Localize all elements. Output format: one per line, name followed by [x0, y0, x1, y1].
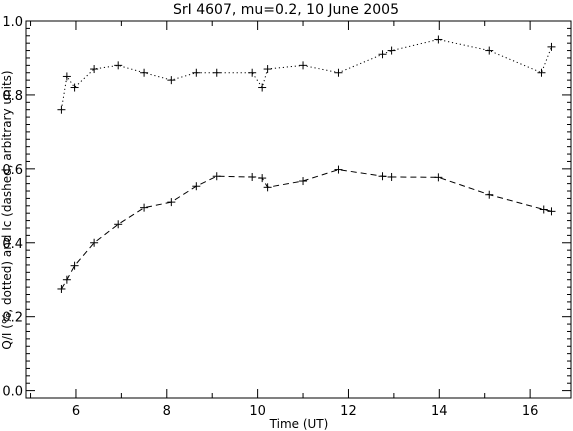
data-point-dotted	[114, 61, 123, 70]
chart-title: SrI 4607, mu=0.2, 10 June 2005	[173, 2, 399, 18]
data-point-dotted	[485, 46, 494, 55]
data-point-dashed	[258, 174, 267, 183]
x-axis: 6 8 10 12 14 16	[30, 21, 539, 419]
y-axis-title: Q/I (%, dotted) and Ic (dashed, arbitrar…	[0, 70, 14, 349]
x-tick-label: 12	[340, 404, 357, 419]
data-point-dotted	[387, 46, 396, 55]
data-point-dotted	[378, 50, 387, 59]
data-point-dotted	[140, 68, 149, 77]
data-point-dashed	[90, 238, 99, 247]
y-tick-label: 1.0	[2, 15, 23, 30]
y-tick-label: 0.0	[2, 385, 23, 400]
data-point-dashed	[70, 261, 79, 270]
x-tick-label: 6	[72, 404, 80, 419]
y-axis: 0.0 0.2 0.4 0.6 0.8 1.0	[2, 15, 571, 400]
plot-frame	[25, 20, 572, 399]
data-point-dotted	[537, 68, 546, 77]
data-point-dotted	[90, 65, 99, 74]
data-point-dotted	[248, 68, 257, 77]
data-point-dashed	[434, 173, 443, 182]
data-point-dashed	[248, 172, 257, 181]
data-point-dashed	[334, 165, 343, 174]
data-point-dashed	[539, 205, 548, 214]
data-point-dashed	[263, 183, 272, 192]
y-tick-label: 0.8	[2, 89, 23, 104]
data-point-dashed	[485, 190, 494, 199]
data-point-dashed	[114, 220, 123, 229]
data-point-dashed	[192, 182, 201, 191]
x-axis-title: Time (UT)	[269, 417, 329, 431]
data-point-dotted	[212, 68, 221, 77]
y-tick-label: 0.2	[2, 311, 23, 326]
series-line-dashed	[60, 169, 552, 290]
data-point-dashed	[378, 172, 387, 181]
data-point-dotted	[334, 68, 343, 77]
data-point-dashed	[212, 172, 221, 181]
data-point-dashed	[387, 172, 396, 181]
data-point-dashed	[299, 177, 308, 186]
data-point-dotted	[299, 61, 308, 70]
data-point-dashed	[167, 198, 176, 207]
x-tick-label: 8	[163, 404, 171, 419]
x-tick-label: 10	[249, 404, 266, 419]
data-point-dotted	[70, 83, 79, 92]
data-point-dotted	[192, 68, 201, 77]
data-point-dotted	[258, 83, 267, 92]
data-point-dotted	[57, 105, 66, 114]
series-layer	[57, 35, 556, 293]
y-tick-label: 0.4	[2, 237, 23, 252]
data-point-dotted	[167, 76, 176, 85]
x-tick-label: 16	[522, 404, 539, 419]
data-point-dotted	[547, 42, 556, 51]
y-tick-label: 0.6	[2, 163, 23, 178]
x-tick-label: 14	[431, 404, 448, 419]
data-point-dotted	[62, 72, 71, 81]
data-point-dotted	[434, 35, 443, 44]
data-point-dashed	[140, 203, 149, 212]
data-point-dashed	[57, 284, 66, 293]
data-point-dashed	[547, 207, 556, 216]
data-point-dashed	[62, 275, 71, 284]
series-line-dotted	[60, 38, 552, 110]
data-point-dotted	[263, 65, 272, 74]
